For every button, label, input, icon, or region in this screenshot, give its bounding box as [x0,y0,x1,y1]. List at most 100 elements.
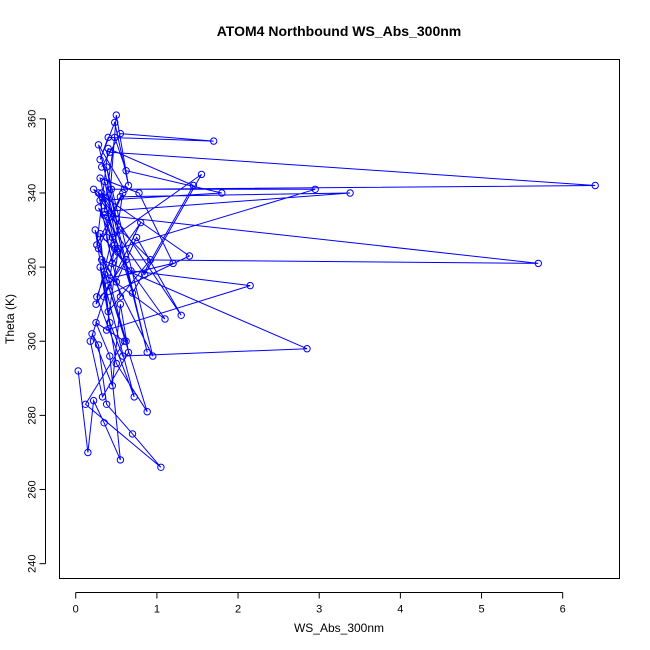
data-point [112,111,121,119]
data-point [114,248,122,257]
data-point [98,163,106,171]
data-point [89,396,98,405]
series-layer [74,111,599,471]
data-point [96,196,104,205]
data-point [116,293,125,301]
data-point [94,204,103,212]
data-point [143,348,151,357]
data-point [112,359,121,368]
data-point [346,189,354,197]
data-point [86,337,95,345]
data-point [107,185,116,194]
data-point [100,293,108,301]
data-point [218,189,226,197]
data-point [132,233,141,242]
data-point [311,185,319,194]
data-point [100,419,108,427]
data-point [96,174,104,182]
y-tick-label: 240 [27,554,39,572]
data-point [96,230,104,238]
data-point [94,189,103,197]
data-point [128,430,137,438]
data-point [169,259,177,268]
data-point [112,278,121,286]
x-axis-label: WS_Abs_300nm [294,621,384,635]
data-point [96,263,104,271]
series-line [77,115,596,468]
x-tick-label: 3 [316,604,322,616]
data-point [88,330,96,338]
data-point [92,300,100,308]
data-point [101,270,109,279]
data-point [210,137,218,145]
data-point [116,300,125,308]
data-point [124,348,133,357]
x-tick-label: 5 [478,604,484,616]
data-point [91,226,99,234]
data-point [112,215,121,223]
data-point [93,293,101,301]
data-point [146,256,155,264]
data-point [111,118,119,127]
y-axis: 240 260 280 300 320 340 360 [27,110,46,573]
data-point [135,189,143,197]
data-point [119,352,127,360]
data-point [141,270,149,279]
data-point [591,181,599,190]
data-point [120,185,129,194]
y-tick-label: 340 [27,184,39,202]
data-point [106,274,114,282]
x-tick-label: 2 [235,604,241,616]
data-point [116,226,125,234]
y-tick-label: 320 [27,258,39,276]
data-point [106,319,114,327]
data-point [108,259,117,268]
x-tick-label: 6 [560,604,566,616]
data-point [104,144,112,153]
y-tick-label: 260 [27,480,39,498]
data-point [100,211,108,219]
data-point [98,189,106,197]
data-point [197,170,206,179]
plot-frame [59,59,620,579]
data-point [104,133,112,142]
chart-title: ATOM4 Northbound WS_Abs_300nm [217,23,462,39]
data-point [101,178,109,186]
y-axis-label: Theta (K) [3,294,17,344]
data-point [116,193,125,201]
data-point [116,456,125,464]
data-point [130,393,138,401]
data-point [104,307,112,316]
data-point [94,244,103,253]
data-point [74,367,82,375]
data-point [96,155,104,164]
data-point [128,289,137,297]
x-tick-label: 4 [397,604,403,616]
data-point [149,352,157,360]
data-point [161,315,169,323]
data-point [92,319,100,327]
data-point [102,400,111,408]
data-point [104,281,112,290]
data-point [106,148,114,156]
data-point [114,244,122,253]
data-point [177,311,185,319]
data-point [303,345,311,353]
data-point [98,256,106,264]
y-tick-label: 300 [27,332,39,350]
data-point [100,207,108,216]
x-tick-label: 0 [73,604,79,616]
data-point [84,448,92,457]
data-point [122,337,130,345]
data-point [102,233,111,242]
data-point [102,163,111,171]
data-point [143,408,151,416]
data-point [94,141,103,149]
data-point [108,382,117,390]
data-point [81,400,90,408]
data-point [102,326,111,334]
data-point [93,241,101,249]
data-point [189,181,198,190]
data-point [108,233,117,242]
